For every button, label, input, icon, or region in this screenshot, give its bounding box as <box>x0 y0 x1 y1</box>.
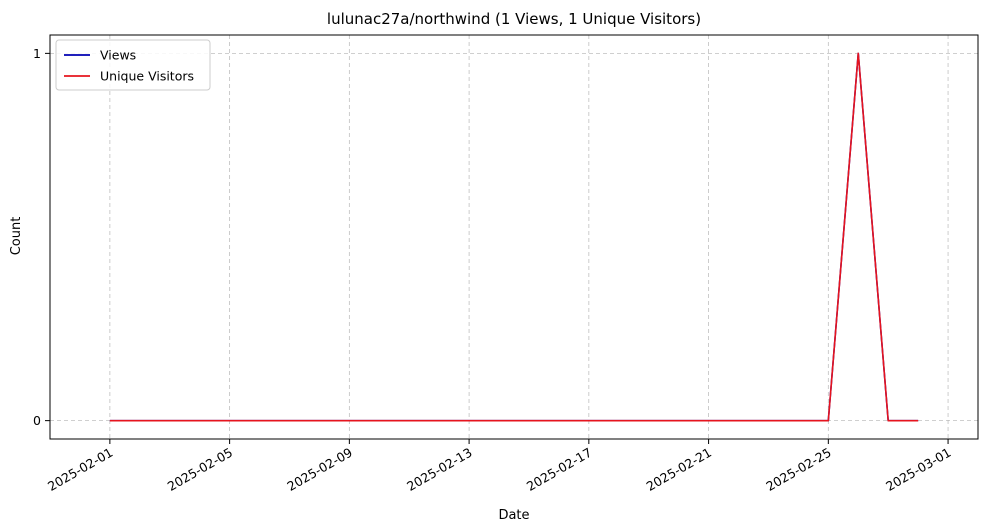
x-tick-label: 2025-02-05 <box>165 445 235 494</box>
y-tick-label: 1 <box>33 46 41 61</box>
x-tick-label: 2025-02-25 <box>763 445 833 494</box>
y-axis-label: Count <box>9 217 24 256</box>
chart-title: lulunac27a/northwind (1 Views, 1 Unique … <box>327 10 701 28</box>
series-line-views <box>109 52 919 422</box>
y-tick-label: 0 <box>33 413 41 428</box>
x-tick-label: 2025-03-01 <box>883 445 953 494</box>
grid-lines <box>50 35 978 439</box>
legend-entry: Views <box>100 48 136 63</box>
y-axis-ticks: 01 <box>33 46 50 428</box>
x-tick-label: 2025-02-01 <box>45 445 115 494</box>
series-line-unique-visitors <box>109 52 919 422</box>
legend-entry: Unique Visitors <box>100 69 194 84</box>
plot-frame <box>49 34 979 440</box>
x-tick-label: 2025-02-21 <box>644 445 714 494</box>
legend-box <box>55 39 211 91</box>
x-axis-ticks: 2025-02-01 2025-02-05 2025-02-09 2025-02-13… <box>45 439 954 494</box>
x-tick-label: 2025-02-13 <box>404 445 474 494</box>
legend: Views Unique Visitors <box>55 39 211 91</box>
series-lines <box>109 52 919 422</box>
x-axis-label: Date <box>498 508 529 523</box>
x-tick-label: 2025-02-09 <box>284 445 354 494</box>
x-tick-label: 2025-02-17 <box>524 445 594 494</box>
